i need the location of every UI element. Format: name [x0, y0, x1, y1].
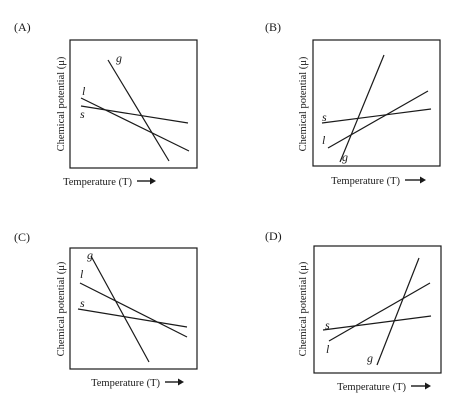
curve-label-l-b: l — [322, 133, 326, 147]
curve-l-d — [328, 282, 431, 342]
x-axis-label-c: Temperature (T) — [91, 378, 160, 389]
curve-s-d — [322, 315, 432, 331]
x-axis-label-b: Temperature (T) — [331, 176, 400, 187]
curve-label-g-b: g — [342, 150, 348, 164]
x-axis-arrow-d — [411, 382, 431, 390]
x-axis-label-d: Temperature (T) — [337, 382, 406, 393]
curve-g-d — [376, 257, 420, 366]
curve-g-c — [90, 255, 150, 363]
y-axis-label-b: Chemical potential (μ) — [298, 56, 309, 151]
x-axis-arrow-a — [137, 177, 156, 185]
panel-b: (B) Chemical potential (μ) Temperature (… — [265, 20, 441, 187]
plot-frame-d — [313, 245, 442, 374]
curve-label-g-c: g — [87, 248, 93, 262]
panel-a: (A) Chemical potential (μ) Temperature (… — [14, 20, 198, 188]
plot-frame-a — [69, 39, 198, 169]
panel-c: (C) Chemical potential (μ) Temperature (… — [14, 230, 198, 389]
curve-s-c — [77, 308, 188, 328]
curve-label-s-d: s — [325, 318, 330, 332]
panel-label-b: (B) — [265, 20, 281, 34]
y-axis-label-a: Chemical potential (μ) — [56, 56, 67, 151]
x-axis-arrow-b — [405, 176, 426, 184]
curve-g-a — [107, 59, 170, 162]
curve-label-g-a: g — [116, 51, 122, 65]
curve-l-a — [80, 97, 190, 152]
curve-label-l-a: l — [82, 84, 86, 98]
panel-d: (D) Chemical potential (μ) Temperature (… — [265, 229, 442, 393]
curve-s-a — [80, 105, 189, 124]
curve-l-b — [327, 90, 429, 149]
x-axis-arrow-c — [165, 378, 184, 386]
panel-label-d: (D) — [265, 229, 282, 243]
plot-frame-b — [312, 39, 441, 167]
x-axis-label-a: Temperature (T) — [63, 177, 132, 188]
curve-label-l-d: l — [326, 342, 330, 356]
curve-label-s-b: s — [322, 110, 327, 124]
curve-g-b — [339, 54, 385, 163]
curve-label-l-c: l — [80, 267, 84, 281]
panel-label-c: (C) — [14, 230, 30, 244]
panel-label-a: (A) — [14, 20, 31, 34]
plot-frame-c — [69, 247, 198, 370]
curve-l-c — [79, 282, 188, 338]
y-axis-label-d: Chemical potential (μ) — [298, 261, 309, 356]
curve-label-g-d: g — [367, 351, 373, 365]
y-axis-label-c: Chemical potential (μ) — [56, 261, 67, 356]
curve-label-s-c: s — [80, 296, 85, 310]
curve-s-b — [321, 108, 432, 124]
curve-label-s-a: s — [80, 107, 85, 121]
